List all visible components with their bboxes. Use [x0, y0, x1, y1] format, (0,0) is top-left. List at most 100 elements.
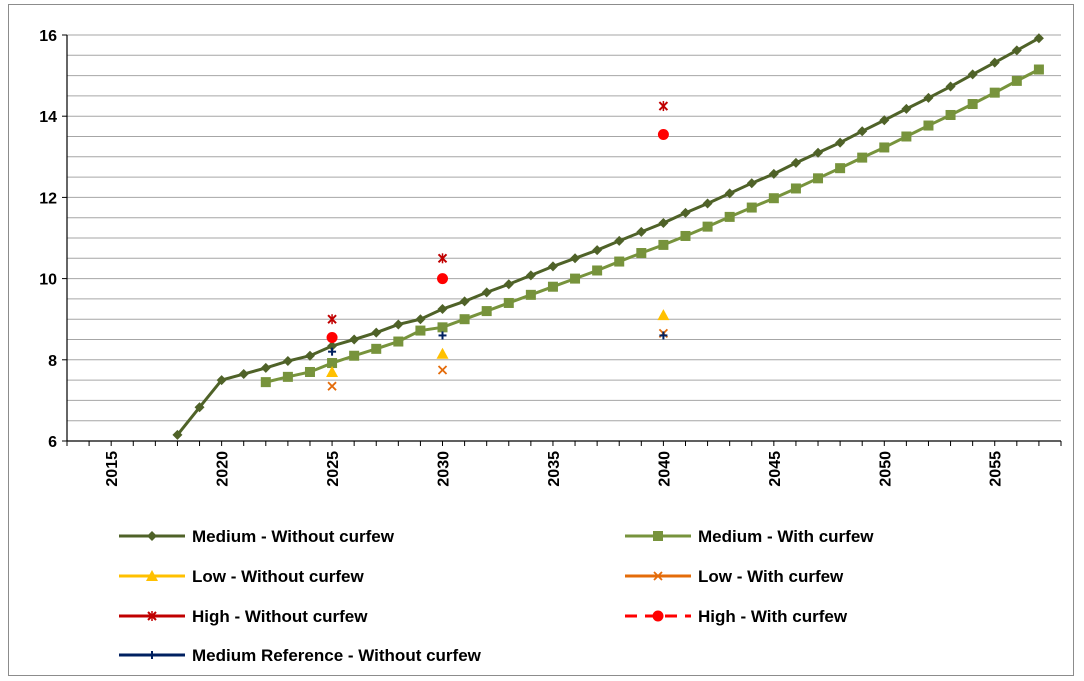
x-tick-label: 2050: [877, 451, 894, 487]
data-point-square: [570, 273, 581, 284]
data-point-square: [349, 350, 360, 361]
data-point-square: [636, 248, 647, 259]
data-point-square: [967, 99, 978, 110]
data-point-diamond: [945, 81, 956, 92]
data-point-plus: [659, 331, 668, 340]
data-point-diamond: [415, 314, 426, 325]
series-1: [260, 64, 1044, 388]
data-point-square: [437, 322, 448, 333]
axes: [62, 34, 1062, 446]
x-stroke: [327, 381, 337, 391]
legend-label: High - Without curfew: [192, 607, 368, 626]
data-point-x: [327, 381, 337, 391]
y-tick-label: 8: [48, 353, 57, 370]
data-point-square: [282, 371, 293, 382]
data-point-x: [437, 365, 448, 375]
x-tick-label: 2045: [767, 451, 784, 487]
data-point-diamond: [570, 253, 581, 264]
data-point-square: [989, 87, 1000, 98]
data-point-diamond: [327, 340, 338, 351]
data-point-square: [923, 120, 934, 131]
data-point-square: [371, 343, 382, 354]
data-point-diamond: [1011, 45, 1022, 56]
data-point-square: [547, 281, 558, 292]
legend-item: Medium Reference - Without curfew: [119, 646, 482, 665]
data-point-diamond: [503, 279, 514, 290]
legend-item: Low - With curfew: [625, 567, 844, 586]
legend-item: High - With curfew: [625, 607, 848, 626]
data-point-diamond: [304, 350, 315, 361]
data-point-square: [327, 358, 338, 369]
data-point-diamond: [768, 168, 779, 179]
x-tick-label: 2040: [656, 451, 673, 487]
data-point-diamond: [658, 217, 669, 228]
data-point-diamond: [371, 327, 382, 338]
legend-item: Medium - With curfew: [625, 527, 874, 546]
line-chart: 6 8 10 12 14 16 2015 2020 2025 2030 2035 2040 2045 20…: [39, 28, 1062, 665]
data-point-square: [945, 109, 956, 120]
data-point-plus: [148, 651, 156, 659]
data-point-diamond: [525, 270, 536, 281]
data-point-square: [702, 221, 713, 232]
data-point-circle: [652, 610, 664, 622]
data-point-circle: [437, 273, 449, 285]
x-stroke: [437, 365, 448, 375]
legend: Medium - Without curfew Medium - With cur…: [119, 527, 874, 665]
data-point-diamond: [194, 402, 205, 413]
data-point-diamond: [746, 178, 757, 189]
legend-item: Medium - Without curfew: [119, 527, 395, 546]
data-point-square: [415, 325, 426, 336]
legend-label: Medium - Without curfew: [192, 527, 395, 546]
data-point-diamond: [547, 261, 558, 272]
data-point-diamond: [459, 296, 470, 307]
data-point-diamond: [989, 57, 1000, 68]
series-0: [172, 33, 1044, 440]
chart-frame: 6 8 10 12 14 16 2015 2020 2025 2030 2035 2040 2045 20…: [8, 4, 1074, 676]
data-point-square: [857, 152, 868, 163]
data-point-diamond: [879, 115, 890, 126]
series-2: [326, 309, 670, 377]
data-point-diamond: [636, 226, 647, 237]
data-point-square: [1011, 75, 1022, 86]
x-tick-label: 2015: [104, 451, 121, 487]
legend-item: High - Without curfew: [119, 607, 368, 626]
data-point-square: [680, 230, 691, 241]
data-point-square: [724, 211, 735, 222]
data-point-star: [327, 314, 337, 325]
data-point-diamond: [216, 375, 227, 386]
data-point-triangle: [146, 570, 158, 581]
data-point-square: [768, 193, 779, 204]
data-point-diamond: [680, 207, 691, 218]
legend-label: High - With curfew: [698, 607, 848, 626]
data-point-star: [147, 611, 157, 621]
data-point-diamond: [260, 362, 271, 373]
legend-item: Low - Without curfew: [119, 567, 364, 586]
y-tick-label: 12: [39, 190, 57, 207]
data-point-diamond: [967, 69, 978, 80]
x-tick-label: 2020: [215, 451, 232, 487]
y-tick-label: 10: [39, 272, 57, 289]
data-point-diamond: [393, 319, 404, 330]
y-tick-label: 16: [39, 28, 57, 45]
data-point-square: [525, 289, 536, 300]
legend-label: Medium - With curfew: [698, 527, 874, 546]
data-point-diamond: [724, 188, 735, 199]
data-point-diamond: [702, 198, 713, 209]
data-point-square: [879, 142, 890, 153]
y-tick-label: 6: [48, 434, 57, 451]
data-point-square: [746, 202, 757, 213]
legend-label: Medium Reference - Without curfew: [192, 646, 482, 665]
x-stroke: [653, 571, 663, 581]
data-point-circle: [657, 128, 669, 140]
data-point-diamond: [172, 429, 183, 440]
data-point-x: [653, 571, 663, 581]
data-point-plus: [328, 347, 337, 356]
data-point-square: [592, 265, 603, 276]
data-point-diamond: [437, 304, 448, 315]
tick-labels: 6 8 10 12 14 16 2015 2020 2025 2030 2035 2040 2045 20…: [39, 28, 1005, 487]
data-point-square: [901, 131, 912, 142]
data-point-square: [393, 336, 404, 347]
data-point-diamond: [614, 235, 625, 246]
data-point-diamond: [923, 92, 934, 103]
data-point-square: [614, 256, 625, 267]
